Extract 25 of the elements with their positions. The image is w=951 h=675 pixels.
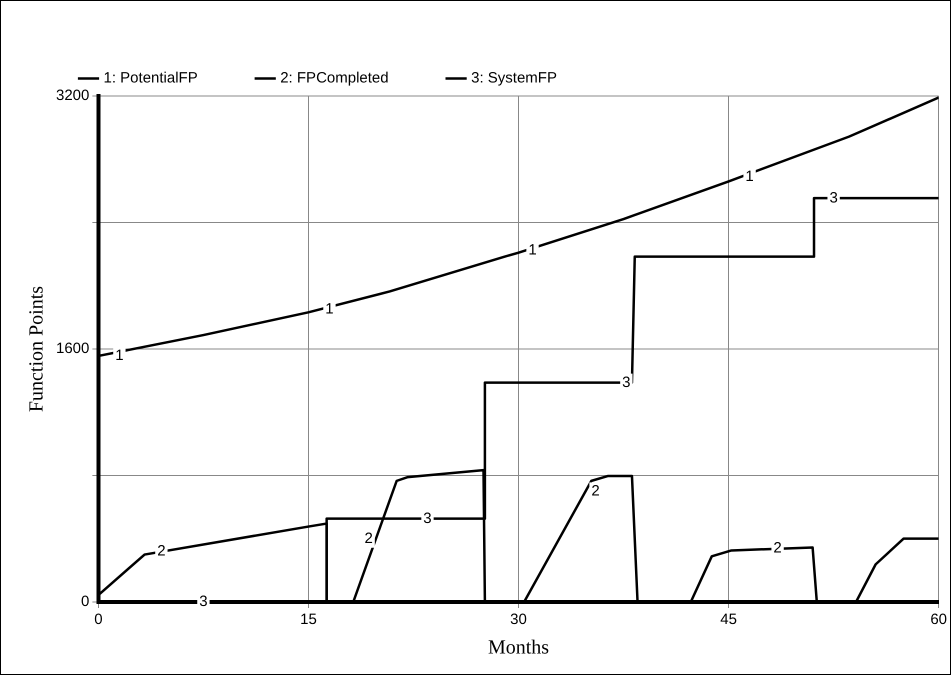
x-tick-label: 45 <box>720 611 737 628</box>
annotation: 2 <box>364 530 373 547</box>
x-tick-label: 15 <box>300 611 317 628</box>
legend-label: 3: SystemFP <box>471 70 557 87</box>
annotation: 3 <box>423 510 432 527</box>
y-axis-title: Function Points <box>25 286 48 412</box>
annotation: 3 <box>622 374 631 391</box>
annotation: 1 <box>115 347 124 364</box>
annotation: 1 <box>325 300 334 318</box>
annotation: 1 <box>745 168 754 185</box>
annotation: 3 <box>829 189 838 206</box>
annotation: 2 <box>591 482 600 500</box>
annotation: 3 <box>199 593 208 610</box>
x-tick-label: 60 <box>930 611 947 628</box>
annotation: 1 <box>528 241 537 258</box>
y-tick-label: 3200 <box>56 87 90 104</box>
x-axis-title: Months <box>488 636 550 658</box>
legend-label: 1: PotentialFP <box>104 70 198 87</box>
annotation: 2 <box>773 539 782 556</box>
x-tick-label: 0 <box>94 611 103 628</box>
annotation: 2 <box>157 542 166 560</box>
y-tick-label: 0 <box>81 593 90 610</box>
legend-label: 2: FPCompleted <box>280 70 389 87</box>
x-tick-label: 30 <box>510 611 527 628</box>
y-tick-label: 1600 <box>56 340 90 358</box>
